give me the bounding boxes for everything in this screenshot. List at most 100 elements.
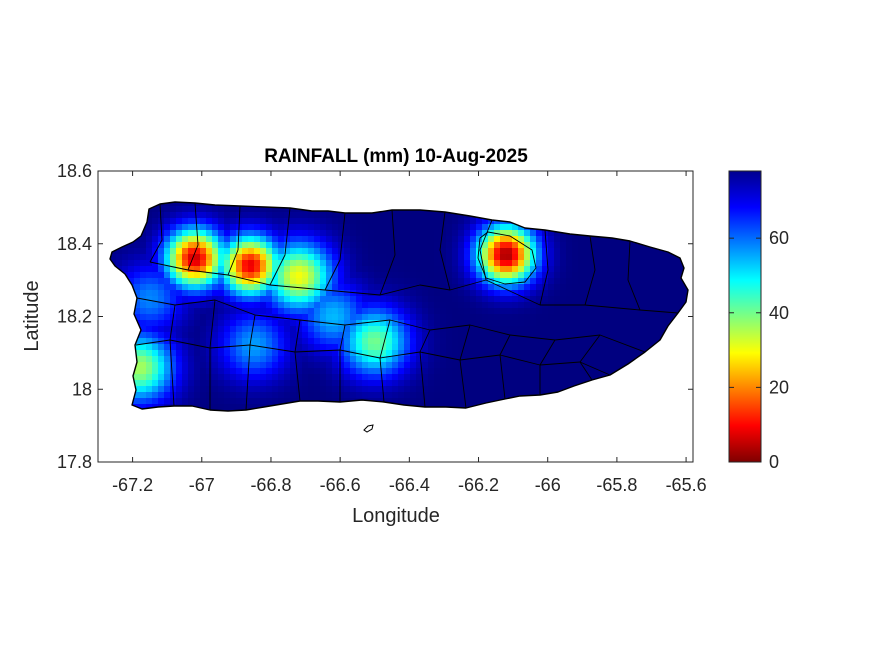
heat-cell: [320, 254, 327, 261]
heat-cell: [188, 230, 195, 237]
heat-cell: [158, 380, 165, 387]
heat-cell: [458, 296, 465, 303]
heat-cell: [332, 338, 339, 345]
heat-cell: [446, 248, 453, 255]
heat-cell: [182, 218, 189, 225]
heat-cell: [164, 398, 171, 405]
heat-cell: [434, 308, 441, 315]
heat-cell: [494, 302, 501, 309]
heat-cell: [332, 236, 339, 243]
heat-cell: [626, 272, 633, 279]
heat-cell: [398, 224, 405, 231]
heat-cell: [476, 260, 483, 267]
heat-cell: [266, 218, 273, 225]
heat-cell: [668, 290, 675, 297]
heat-cell: [638, 296, 645, 303]
heat-cell: [410, 344, 417, 351]
heat-cell: [212, 230, 219, 237]
heat-cell: [512, 260, 519, 267]
heat-cell: [440, 248, 447, 255]
heat-cell: [374, 296, 381, 303]
heat-cell: [200, 332, 207, 339]
heat-cell: [284, 272, 291, 279]
heat-cell: [158, 320, 165, 327]
heat-cell: [266, 266, 273, 273]
heat-cell: [140, 350, 147, 357]
chart-title: RAINFALL (mm) 10-Aug-2025: [264, 146, 528, 167]
heat-cell: [566, 308, 573, 315]
heat-cell: [368, 368, 375, 375]
heat-cell: [650, 266, 657, 273]
colorbar-tick-label: 0: [769, 452, 779, 472]
heat-cell: [458, 272, 465, 279]
heat-cell: [254, 278, 261, 285]
heat-cell: [296, 260, 303, 267]
heat-cell: [368, 260, 375, 267]
heat-cell: [248, 314, 255, 321]
heat-cell: [416, 350, 423, 357]
heat-cell: [578, 260, 585, 267]
heat-cell: [296, 248, 303, 255]
heat-cell: [578, 332, 585, 339]
heat-cell: [392, 362, 399, 369]
heat-cell: [344, 344, 351, 351]
heat-cell: [236, 314, 243, 321]
y-tick-label: 18: [72, 379, 92, 399]
heat-cell: [392, 344, 399, 351]
heat-cell: [278, 218, 285, 225]
heat-cell: [212, 296, 219, 303]
heat-cell: [590, 332, 597, 339]
heat-cell: [440, 302, 447, 309]
heat-cell: [242, 218, 249, 225]
heat-cell: [188, 374, 195, 381]
heat-cell: [500, 248, 507, 255]
heat-cell: [674, 272, 681, 279]
heat-cell: [212, 326, 219, 333]
heat-cell: [224, 398, 231, 405]
heat-cell: [332, 308, 339, 315]
heat-cell: [188, 266, 195, 273]
heat-cell: [266, 398, 273, 405]
heat-cell: [524, 308, 531, 315]
heat-cell: [404, 254, 411, 261]
heat-cell: [662, 284, 669, 291]
heat-cell: [320, 272, 327, 279]
heat-cell: [290, 224, 297, 231]
heat-cell: [632, 272, 639, 279]
heat-cell: [194, 206, 201, 213]
heat-cell: [326, 224, 333, 231]
heat-cell: [608, 302, 615, 309]
heat-cell: [374, 242, 381, 249]
heat-cell: [254, 374, 261, 381]
heat-cell: [134, 386, 141, 393]
heat-cell: [362, 218, 369, 225]
heat-cell: [476, 314, 483, 321]
heat-cell: [368, 386, 375, 393]
heat-cell: [458, 236, 465, 243]
heat-cell: [392, 326, 399, 333]
heat-cell: [254, 254, 261, 261]
heat-cell: [554, 338, 561, 345]
heat-cell: [602, 320, 609, 327]
x-tick-label: -66: [535, 475, 561, 495]
heat-cell: [614, 356, 621, 363]
heat-cell: [644, 266, 651, 273]
heat-cell: [518, 374, 525, 381]
heat-cell: [308, 338, 315, 345]
heat-cell: [278, 236, 285, 243]
heat-cell: [278, 338, 285, 345]
heat-cell: [158, 248, 165, 255]
heat-cell: [584, 290, 591, 297]
heat-cell: [272, 236, 279, 243]
heat-cell: [464, 368, 471, 375]
heat-cell: [350, 380, 357, 387]
heat-cell: [326, 314, 333, 321]
heat-cell: [236, 302, 243, 309]
heat-cell: [212, 302, 219, 309]
heat-cell: [590, 284, 597, 291]
heat-cell: [410, 218, 417, 225]
heat-cell: [320, 320, 327, 327]
heat-cell: [206, 206, 213, 213]
heat-cell: [338, 314, 345, 321]
heat-cell: [554, 278, 561, 285]
